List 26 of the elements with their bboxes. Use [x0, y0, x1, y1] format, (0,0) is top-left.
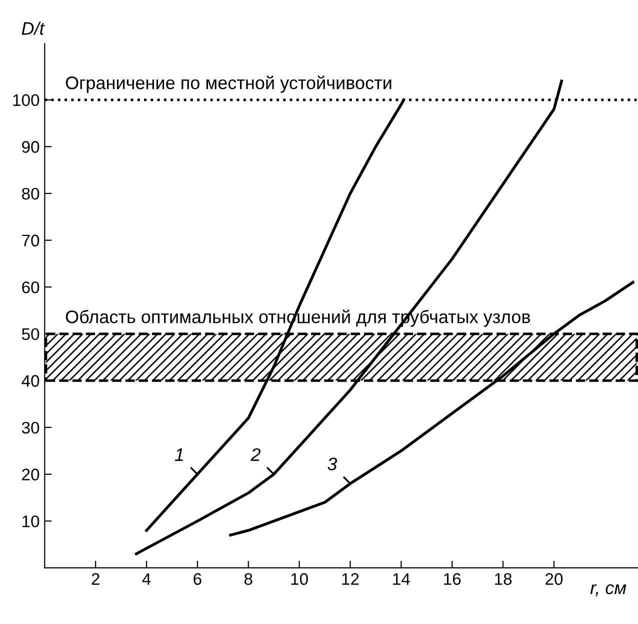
y-tick-label: 10: [22, 515, 40, 528]
y-tick-label: 40: [22, 375, 40, 387]
y-tick-label: 30: [22, 422, 40, 434]
x-tick-label: 8: [244, 573, 252, 585]
y-tick-label: 20: [22, 468, 40, 480]
x-tick-label: 14: [393, 573, 410, 585]
x-tick-label: 6: [194, 573, 202, 585]
y-tick-label: 90: [22, 141, 40, 153]
y-tick-label: 70: [22, 234, 40, 246]
y-tick-label: 80: [22, 188, 40, 200]
x-tick-label: 12: [342, 573, 359, 585]
series-label: 3: [328, 458, 338, 470]
x-tick-label: 10: [291, 573, 308, 585]
series-label: 2: [250, 448, 261, 461]
x-tick-label: 16: [444, 573, 461, 585]
x-tick-label: 20: [546, 573, 563, 585]
x-tick-label: 18: [495, 573, 512, 585]
y-tick-label: 50: [22, 328, 40, 340]
ref-line-label: Ограничение по местной устойчивости: [66, 76, 392, 93]
y-axis-title: D/t: [22, 22, 45, 35]
y-tick-label: 100: [13, 94, 40, 106]
series-label: 1: [174, 448, 183, 461]
x-tick-label: 2: [92, 573, 100, 585]
y-tick-label: 60: [22, 281, 40, 294]
x-axis-title: r, см: [590, 584, 626, 596]
x-tick-label: 4: [142, 573, 151, 585]
